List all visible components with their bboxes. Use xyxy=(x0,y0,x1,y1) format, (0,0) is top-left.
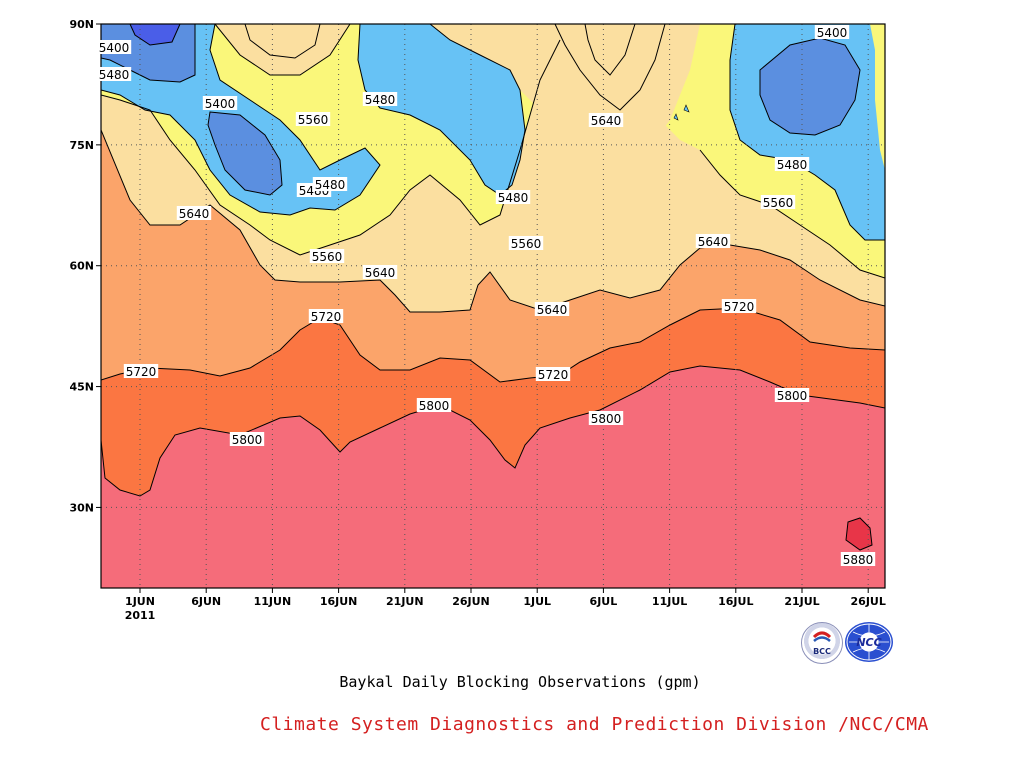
x-tick-label: 1JUL xyxy=(523,595,551,608)
svg-text:5800: 5800 xyxy=(419,399,450,413)
contour-label: 5560 xyxy=(309,249,345,264)
svg-text:5800: 5800 xyxy=(777,389,808,403)
contour-label: 5880 xyxy=(840,552,876,567)
contour-label: 5800 xyxy=(774,388,810,403)
y-tick-label: 30N xyxy=(69,501,94,514)
svg-text:5560: 5560 xyxy=(312,250,343,264)
x-tick-label: 1JUN xyxy=(125,595,155,608)
x-axis: 1JUN 6JUN 11JUN 16JUN 21JUN 26JUN 1JUL 6JUL 11JU… xyxy=(125,588,886,622)
x-tick-label: 26JUL xyxy=(851,595,886,608)
svg-text:5880: 5880 xyxy=(843,553,874,567)
svg-text:5400: 5400 xyxy=(99,41,130,55)
contour-labels: 5400 5480 5400 5560 5480 5480 5480 5640 5560 5640… xyxy=(96,25,876,567)
fill-lt5400-right xyxy=(760,38,860,135)
contour-label: 5480 xyxy=(774,157,810,172)
svg-text:5560: 5560 xyxy=(763,196,794,210)
contour-label: 5560 xyxy=(508,236,544,251)
x-tick-label: 6JUL xyxy=(590,595,618,608)
contour-label: 5800 xyxy=(588,411,624,426)
svg-text:5400: 5400 xyxy=(817,26,848,40)
contour-label: 5640 xyxy=(588,113,624,128)
ncc-logo-text: NCC xyxy=(856,636,881,649)
svg-text:5720: 5720 xyxy=(724,300,755,314)
contour-label: 5560 xyxy=(295,112,331,127)
x-tick-label: 6JUN xyxy=(191,595,221,608)
svg-text:5480: 5480 xyxy=(777,158,808,172)
x-tick-label: 21JUL xyxy=(784,595,819,608)
svg-text:5640: 5640 xyxy=(179,207,210,221)
y-tick-label: 90N xyxy=(69,18,94,31)
contour-label: 5800 xyxy=(416,398,452,413)
contour-label: 5640 xyxy=(362,265,398,280)
contour-label: 5400 xyxy=(814,25,850,40)
y-tick-label: 45N xyxy=(69,381,94,394)
grid-lines xyxy=(101,24,885,588)
svg-text:5640: 5640 xyxy=(365,266,396,280)
y-axis: 90N 75N 60N 45N 30N xyxy=(69,18,101,514)
contour-label: 5480 xyxy=(96,67,132,82)
svg-text:5640: 5640 xyxy=(698,235,729,249)
contour-label: 5480 xyxy=(495,190,531,205)
contour-label: 5480 xyxy=(362,92,398,107)
bcc-logo-icon: BCC xyxy=(801,622,843,664)
x-tick-label: 26JUN xyxy=(452,595,490,608)
fill-gt5880 xyxy=(846,518,872,550)
x-tick-label: 16JUN xyxy=(320,595,358,608)
contour-label: 5720 xyxy=(721,299,757,314)
contour-fills xyxy=(101,24,885,588)
contour-label: 5400 xyxy=(202,96,238,111)
contour-label: 5640 xyxy=(695,234,731,249)
svg-text:5480: 5480 xyxy=(99,68,130,82)
chart-caption: Baykal Daily Blocking Observations (gpm) xyxy=(339,673,701,691)
fill-right-pale xyxy=(680,140,885,306)
svg-text:5560: 5560 xyxy=(511,237,542,251)
contour-label: 5720 xyxy=(535,367,571,382)
contour-label: 5560 xyxy=(760,195,796,210)
svg-text:5720: 5720 xyxy=(538,368,569,382)
svg-text:5720: 5720 xyxy=(126,365,157,379)
svg-text:5640: 5640 xyxy=(537,303,568,317)
fill-lt5400-left2 xyxy=(208,112,282,195)
contour-label: 5720 xyxy=(308,309,344,324)
contour-label: 5800 xyxy=(229,432,265,447)
svg-text:5480: 5480 xyxy=(498,191,529,205)
tiny-contour-mark xyxy=(673,104,690,121)
svg-text:5800: 5800 xyxy=(232,433,263,447)
contour-label: 5640 xyxy=(534,302,570,317)
contour-label: 5720 xyxy=(123,364,159,379)
credit-line: Climate System Diagnostics and Predictio… xyxy=(260,714,929,735)
svg-text:5560: 5560 xyxy=(298,113,329,127)
x-tick-label: 11JUL xyxy=(652,595,687,608)
contour-label: 5480 xyxy=(312,177,348,192)
svg-text:5800: 5800 xyxy=(591,412,622,426)
fill-top-pale-2 xyxy=(430,24,700,150)
bcc-logo-text: BCC xyxy=(813,647,831,656)
y-tick-label: 60N xyxy=(69,260,94,273)
fill-5400-5480-mid xyxy=(358,24,525,195)
svg-text:5720: 5720 xyxy=(311,310,342,324)
contour-label: 5640 xyxy=(176,206,212,221)
y-tick-label: 75N xyxy=(69,139,94,152)
svg-text:5480: 5480 xyxy=(315,178,346,192)
x-tick-label: 16JUL xyxy=(718,595,753,608)
x-tick-label: 21JUN xyxy=(386,595,424,608)
contour-label: 5400 xyxy=(96,40,132,55)
svg-text:5480: 5480 xyxy=(365,93,396,107)
svg-text:5640: 5640 xyxy=(591,114,622,128)
plot-frame xyxy=(100,23,886,589)
x-tick-label: 11JUN xyxy=(254,595,292,608)
x-year-label: 2011 xyxy=(125,609,156,622)
ncc-logo-icon: NCC xyxy=(845,622,893,662)
svg-text:5400: 5400 xyxy=(205,97,236,111)
